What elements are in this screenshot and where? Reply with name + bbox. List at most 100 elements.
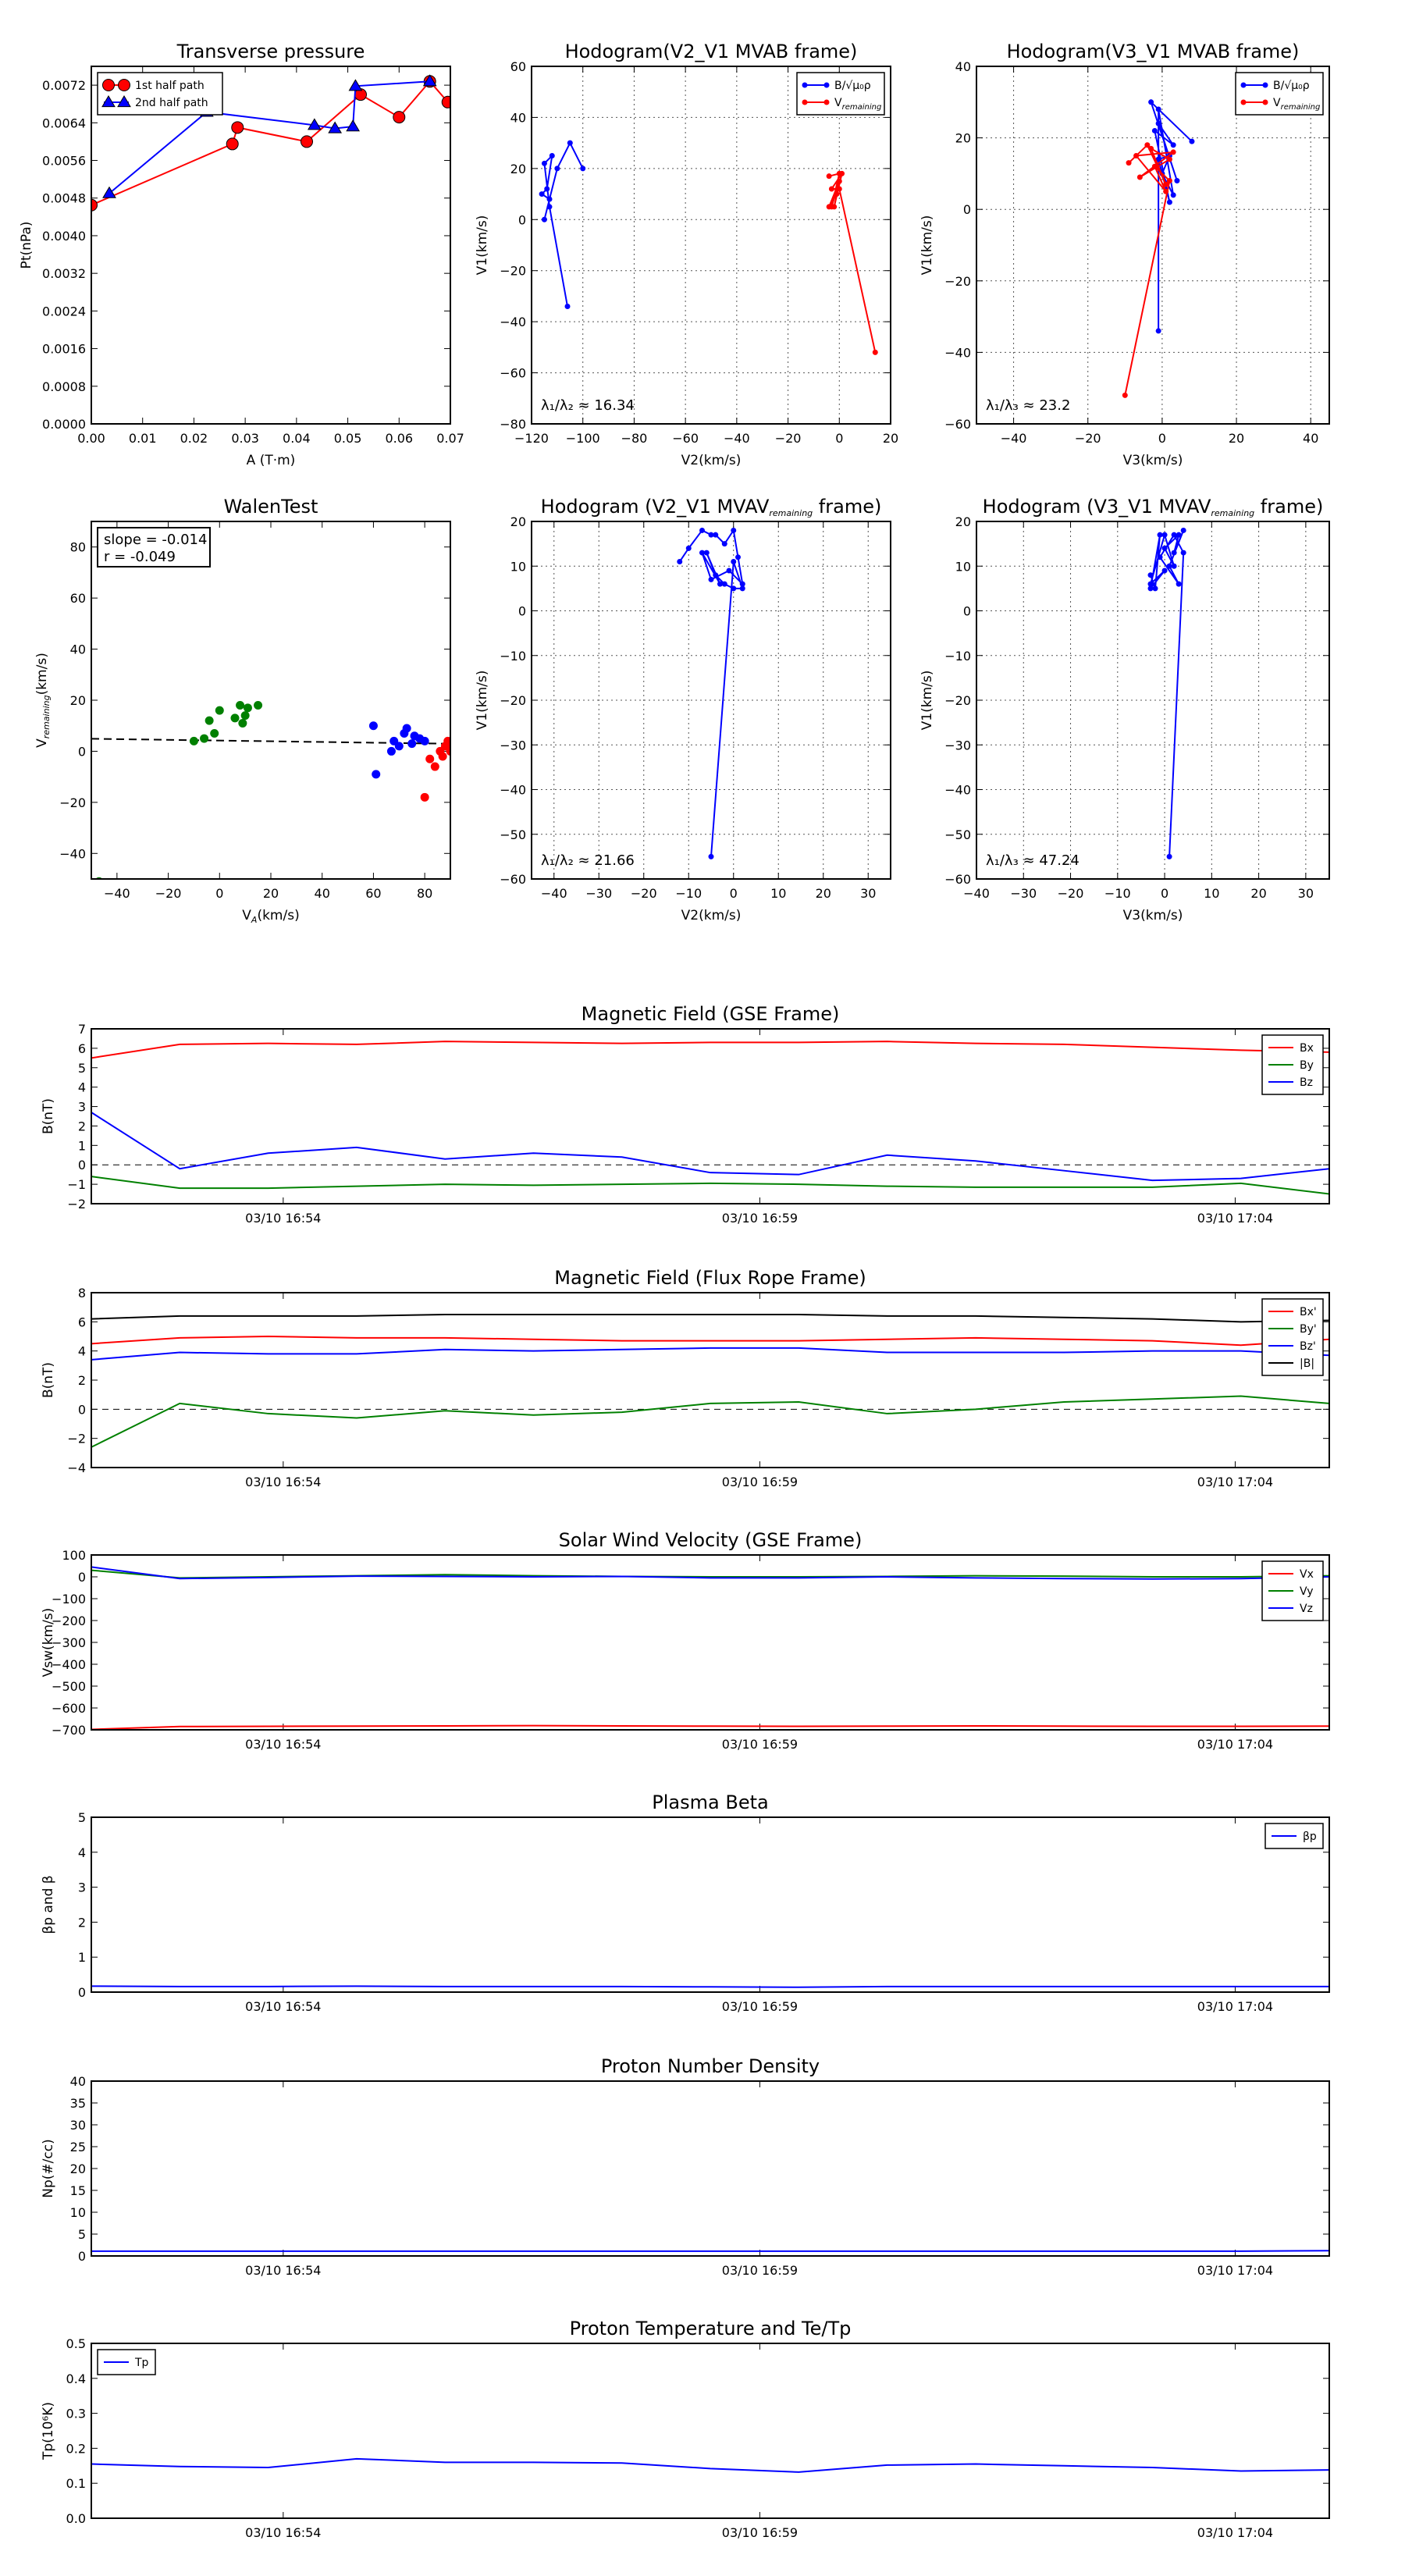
x-tick-label: 03/10 17:04 xyxy=(1197,1999,1273,2014)
data-point xyxy=(1126,160,1132,166)
y-tick-label: 0 xyxy=(78,2249,86,2264)
data-point xyxy=(215,706,224,715)
x-tick-label: −100 xyxy=(566,431,600,446)
axes-frame xyxy=(91,2080,1330,2257)
x-axis-label: V3(km/s) xyxy=(1123,908,1183,923)
data-point xyxy=(834,191,840,197)
y-tick-label: 10 xyxy=(70,2205,86,2220)
chart-title: Hodogram(V2_V1 MVAB frame) xyxy=(565,41,858,62)
data-point xyxy=(238,718,247,728)
y-tick-label: 20 xyxy=(955,514,971,529)
data-point xyxy=(826,204,832,210)
y-tick-label: 0.0032 xyxy=(42,266,86,281)
y-tick-label: −20 xyxy=(500,264,526,279)
y-tick-label: −60 xyxy=(500,872,526,887)
x-tick-label: 0 xyxy=(730,886,738,901)
x-tick-label: 03/10 17:04 xyxy=(1197,1211,1273,1226)
data-point xyxy=(189,736,198,745)
y-tick-label: 30 xyxy=(70,2118,86,2133)
y-tick-label: 0.1 xyxy=(66,2476,86,2491)
x-axis-label: V3(km/s) xyxy=(1123,453,1183,468)
y-tick-label: −100 xyxy=(52,1592,86,1606)
chart-proton-number-density: Proton Number Density 0 5 10 15 20 25 30 35 40 03/… xyxy=(41,2055,1330,2278)
y-tick-label: 25 xyxy=(70,2140,86,2154)
y-axis-label: B(nT) xyxy=(41,1098,56,1134)
y-tick-label: −1 xyxy=(67,1177,86,1192)
data-point xyxy=(708,853,714,859)
y-tick-label: 0 xyxy=(78,1158,86,1172)
x-tick-label: 0.05 xyxy=(334,431,362,446)
data-point xyxy=(1161,568,1168,574)
x-tick-label: 40 xyxy=(1303,431,1318,446)
y-tick-label: −2 xyxy=(67,1432,86,1446)
data-point xyxy=(1166,178,1172,184)
data-point xyxy=(1170,192,1176,198)
data-point xyxy=(703,550,710,556)
y-axis-label: V1(km/s) xyxy=(919,671,935,731)
y-tick-label: 6 xyxy=(78,1041,86,1056)
x-tick-label: −20 xyxy=(155,886,182,901)
data-point xyxy=(839,170,845,176)
y-axis-label: B(nT) xyxy=(41,1362,56,1398)
legend-label: Vy xyxy=(1300,1585,1314,1598)
x-tick-label: −40 xyxy=(1001,431,1027,446)
y-tick-label: 3 xyxy=(78,1880,86,1895)
legend-box xyxy=(1235,72,1324,116)
x-tick-label: −10 xyxy=(1104,886,1131,901)
data-point xyxy=(348,79,363,91)
x-tick-label: −40 xyxy=(963,886,990,901)
x-tick-label: 03/10 16:54 xyxy=(245,2263,321,2278)
legend-label: Bx xyxy=(1300,1042,1314,1055)
axes-frame xyxy=(91,1028,1330,1204)
x-tick-label: 03/10 16:59 xyxy=(722,1737,798,1752)
data-point xyxy=(1166,563,1172,569)
y-tick-label: 2 xyxy=(78,1119,86,1133)
series-line-tp xyxy=(91,2457,1329,2473)
y-axis-label: V1(km/s) xyxy=(475,215,490,276)
data-point xyxy=(446,739,450,749)
y-tick-label: −10 xyxy=(500,649,526,664)
y-tick-label: 0.2 xyxy=(66,2441,86,2456)
y-tick-label: −40 xyxy=(944,783,971,798)
series-line-series-0 xyxy=(1149,530,1185,857)
y-axis-label: Np(#/cc) xyxy=(41,2139,56,2197)
eigenvalue-ratio-annotation: λ₁/λ₂ ≈ 21.66 xyxy=(541,852,635,869)
y-tick-label: 1 xyxy=(78,1950,86,1965)
x-tick-label: 0.00 xyxy=(77,431,105,446)
x-tick-label: 03/10 16:54 xyxy=(245,2525,321,2540)
chart-title: WalenTest xyxy=(224,496,318,518)
data-point xyxy=(422,74,437,87)
data-point xyxy=(226,137,239,151)
x-tick-label: 0.06 xyxy=(385,431,413,446)
axes-frame xyxy=(91,521,451,880)
data-point xyxy=(200,734,209,743)
y-tick-label: 20 xyxy=(70,693,86,708)
data-point xyxy=(1166,156,1172,162)
data-point xyxy=(205,716,214,725)
y-tick-label: 0.0040 xyxy=(42,229,86,244)
series-line-bz- xyxy=(91,1347,1329,1361)
y-tick-label: −30 xyxy=(944,738,971,753)
y-tick-label: 35 xyxy=(70,2096,86,2111)
x-tick-label: 10 xyxy=(770,886,786,901)
y-tick-label: −20 xyxy=(500,693,526,708)
data-point xyxy=(1147,581,1154,587)
x-tick-label: −40 xyxy=(724,431,750,446)
x-tick-label: 0.07 xyxy=(436,431,464,446)
y-tick-label: −4 xyxy=(67,1461,86,1475)
x-tick-label: 03/10 17:04 xyxy=(1197,2525,1273,2540)
series-line-bx- xyxy=(91,1335,1329,1347)
y-tick-label: 3 xyxy=(78,1100,86,1115)
x-tick-label: 0 xyxy=(1158,431,1166,446)
series-line-v-remaining xyxy=(828,173,877,353)
legend-marker xyxy=(1262,99,1268,105)
x-tick-label: 0.04 xyxy=(283,431,311,446)
data-point xyxy=(1147,585,1154,592)
chart-title: Hodogram (V3_V1 MVAVremaining frame) xyxy=(983,496,1324,518)
y-tick-label: 0.0064 xyxy=(42,116,86,130)
axes-frame xyxy=(91,2343,1330,2519)
y-tick-label: 5 xyxy=(78,1061,86,1076)
eigenvalue-ratio-annotation: λ₁/λ₃ ≈ 47.24 xyxy=(986,852,1080,869)
legend-label: By xyxy=(1300,1059,1314,1072)
legend-marker xyxy=(117,95,131,108)
